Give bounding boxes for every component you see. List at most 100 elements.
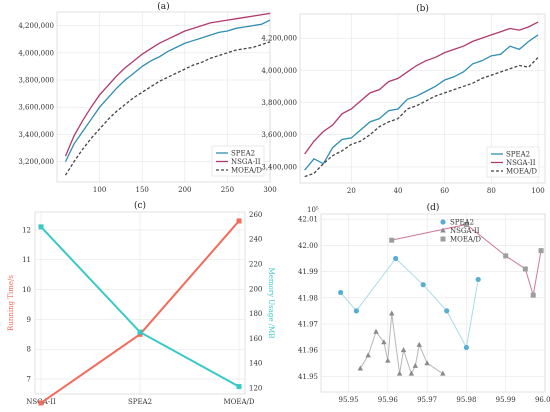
series-point-nsga-ii — [400, 347, 407, 353]
plot-frame — [56, 11, 271, 183]
series-line-spea2 — [64, 19, 271, 162]
y-right-axis-label: Memory Usage /MB — [267, 268, 275, 339]
y-tick-label: 3,600,000 — [18, 104, 54, 112]
y-right-tick-label: 200 — [249, 285, 262, 293]
series-point-moea-d — [522, 266, 528, 272]
y-tick-label: 3,800,000 — [18, 77, 54, 85]
series-point-spea2 — [444, 308, 450, 314]
y-tick-label: 3,600,000 — [261, 131, 297, 139]
series-line-spea2 — [304, 34, 539, 171]
x-tick-label: 95.95 — [338, 396, 358, 404]
series-point-spea2 — [393, 255, 399, 262]
plot-frame — [299, 13, 546, 184]
y-tick-label: 41.96 — [298, 347, 319, 355]
series-point-moea-d — [389, 237, 395, 243]
x-tick-label: 20 — [347, 187, 356, 195]
y-tick-label: 3,800,000 — [261, 99, 297, 107]
series-point-spea2 — [353, 308, 359, 314]
y-tick-label: 42.00 — [298, 242, 318, 250]
series-point-nsga-ii — [416, 341, 422, 347]
plot-frame — [34, 211, 246, 395]
y-left-tick-label: 9 — [27, 316, 31, 324]
series-point-nsga-ii — [424, 360, 430, 366]
y-left-tick-label: 12 — [22, 226, 31, 234]
series-line-nsga-ii — [64, 12, 271, 157]
x-tick-label: 80 — [487, 187, 496, 195]
x-tick-label: 95.96 — [378, 396, 399, 404]
legend-label: SPEA2 — [506, 151, 530, 159]
y-tick-label: 4,200,000 — [261, 35, 297, 43]
series-line-moea-d — [391, 223, 542, 296]
legend-label: NSGA-II — [506, 159, 536, 167]
series-point-spea2 — [463, 344, 470, 351]
x-tick-label: 200 — [178, 186, 191, 194]
series-point-moea-d — [538, 248, 544, 254]
x-tick-label: 250 — [221, 186, 234, 194]
series-point-moea-d — [503, 253, 509, 259]
x-tick-label: 100 — [93, 186, 106, 194]
legend-label: MOEA/D — [506, 168, 537, 176]
panel-title: (b) — [416, 3, 429, 14]
y-tick-label: 41.99 — [298, 268, 318, 276]
y-right-tick-label: 180 — [249, 310, 262, 318]
series-point-nsga-ii — [396, 370, 403, 376]
series-marker-running-time — [236, 218, 242, 224]
legend-label: MOEA/D — [231, 167, 262, 175]
x-tick-label: SPEA2 — [128, 398, 152, 406]
y-left-tick-label: 10 — [22, 286, 31, 294]
x-tick-label: 40 — [394, 187, 403, 195]
series-point-nsga-ii — [385, 357, 391, 363]
y-tick-label: 4,200,000 — [18, 22, 54, 30]
series-marker-memory-usage — [38, 224, 44, 230]
y-tick-label: 41.95 — [298, 373, 318, 381]
y-tick-label: 42.01 — [298, 216, 318, 224]
plot-frame — [320, 213, 546, 393]
y-right-tick-label: 120 — [249, 384, 262, 392]
y-tick-label: 41.97 — [298, 320, 318, 328]
series-point-nsga-ii — [440, 370, 446, 376]
x-tick-label: 95.99 — [496, 396, 516, 404]
x-tick-label: 96.00 — [535, 396, 550, 404]
series-line-moea-d — [64, 41, 271, 176]
series-line-nsga-ii — [359, 313, 444, 375]
legend-label: NSGA-II — [231, 158, 261, 166]
y-right-tick-label: 160 — [249, 335, 262, 343]
x-tick-label: 60 — [440, 187, 449, 195]
legend-marker — [440, 219, 446, 225]
legend-label: MOEA/D — [450, 236, 481, 244]
series-point-nsga-ii — [357, 365, 363, 371]
y-tick-label: 3,400,000 — [261, 163, 297, 171]
y-multiplier-label: 10⁵ — [307, 206, 319, 214]
legend-marker — [440, 227, 446, 233]
x-tick-label: 95.98 — [456, 396, 476, 404]
y-left-tick-label: 11 — [22, 256, 31, 264]
legend-marker — [440, 236, 446, 242]
panel-b: 3,400,000 3,600,000 3,800,000 4,000,000 4,20… — [261, 3, 546, 195]
y-tick-label: 4,000,000 — [261, 67, 297, 75]
x-tick-label: 150 — [136, 186, 149, 194]
panel-title: (a) — [157, 1, 169, 12]
series-point-moea-d — [463, 221, 469, 227]
series-point-nsga-ii — [412, 362, 419, 368]
y-tick-label: 3,400,000 — [18, 131, 54, 139]
y-tick-label: 4,000,000 — [18, 49, 54, 57]
x-tick-label: 300 — [263, 186, 276, 194]
panel-title: (d) — [427, 202, 440, 213]
y-right-tick-label: 140 — [249, 360, 262, 368]
x-tick-label: 95.97 — [417, 396, 437, 404]
series-point-nsga-ii — [373, 328, 379, 334]
series-point-spea2 — [338, 289, 344, 296]
panel-a: 3,200,000 3,400,000 3,600,000 3,800,000 4,00… — [18, 1, 276, 194]
series-point-nsga-ii — [408, 370, 415, 376]
panel-title: (c) — [134, 200, 146, 211]
y-left-axis-label: Running Time/s — [7, 275, 15, 331]
legend-label: SPEA2 — [450, 219, 474, 227]
y-right-tick-label: 240 — [249, 236, 262, 244]
panel-c: 789101112120140160180200220240260NSGA-II… — [7, 200, 275, 406]
legend-label: NSGA-II — [450, 227, 480, 235]
series-point-spea2 — [420, 282, 426, 288]
